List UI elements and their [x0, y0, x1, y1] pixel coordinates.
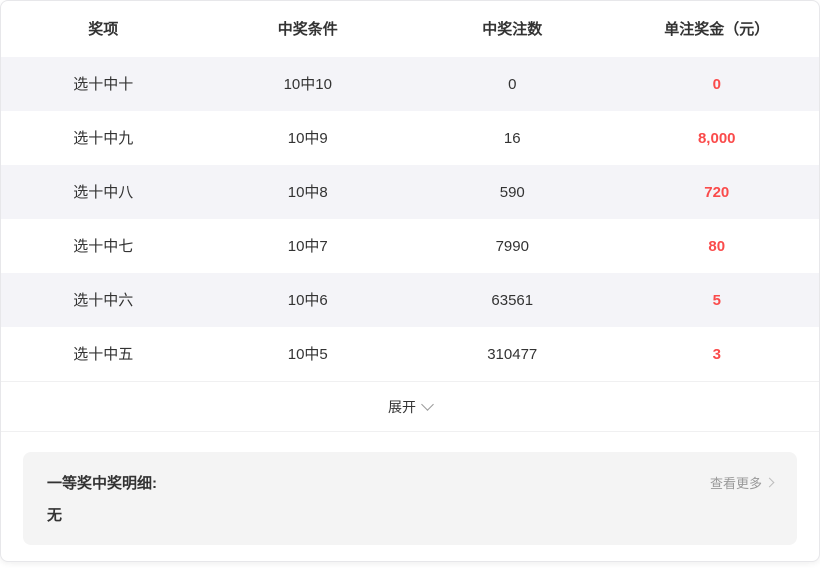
chevron-right-icon — [764, 477, 775, 488]
prize-name-cell: 选十中十 — [73, 75, 134, 93]
win-count-cell: 310477 — [487, 345, 538, 363]
prize-amount-cell: 8,000 — [697, 129, 736, 147]
prize-name-cell: 选十中九 — [73, 129, 134, 147]
view-more-link[interactable]: 查看更多 — [709, 473, 775, 492]
table-row: 选十中九 10中9 16 8,000 — [1, 111, 819, 165]
chevron-down-icon — [421, 397, 434, 411]
panel-value: 无 — [47, 507, 63, 524]
win-count-cell: 63561 — [491, 291, 534, 309]
prize-name-cell: 选十中八 — [73, 183, 134, 201]
win-condition-cell: 10中5 — [287, 345, 328, 363]
header-condition: 中奖条件 — [277, 20, 338, 38]
table-row: 选十中七 10中7 7990 80 — [1, 219, 819, 273]
win-condition-cell: 10中10 — [283, 75, 332, 93]
prize-name-cell: 选十中五 — [73, 345, 134, 363]
win-condition-cell: 10中7 — [287, 237, 328, 255]
table-row: 选十中五 10中5 310477 3 — [1, 327, 819, 381]
expand-button[interactable]: 展开 — [1, 381, 819, 432]
panel-title: 一等奖中奖明细: — [47, 475, 157, 492]
win-condition-cell: 10中9 — [287, 129, 328, 147]
table-row: 选十中六 10中6 63561 5 — [1, 273, 819, 327]
header-prize: 奖项 — [88, 20, 119, 38]
win-count-cell: 590 — [499, 183, 525, 201]
win-condition-cell: 10中6 — [287, 291, 328, 309]
prize-amount-cell: 3 — [712, 345, 721, 363]
first-prize-detail-panel: 一等奖中奖明细: 查看更多 无 — [23, 452, 797, 545]
details-section: 一等奖中奖明细: 查看更多 无 — [1, 432, 819, 545]
prize-amount-cell: 720 — [704, 183, 730, 201]
win-count-cell: 7990 — [495, 237, 529, 255]
prize-name-cell: 选十中七 — [73, 237, 134, 255]
prize-amount-cell: 5 — [712, 291, 721, 309]
expand-label: 展开 — [388, 398, 416, 415]
win-count-cell: 0 — [508, 75, 517, 93]
header-amount: 单注奖金（元） — [664, 20, 770, 38]
table-row: 选十中十 10中10 0 0 — [1, 57, 819, 111]
header-count: 中奖注数 — [482, 20, 543, 38]
table-row: 选十中八 10中8 590 720 — [1, 165, 819, 219]
prize-amount-cell: 80 — [708, 237, 726, 255]
view-more-label: 查看更多 — [709, 476, 762, 491]
table-header-row: 奖项 中奖条件 中奖注数 单注奖金（元） — [1, 1, 819, 57]
win-condition-cell: 10中8 — [287, 183, 328, 201]
prize-amount-cell: 0 — [712, 75, 721, 93]
win-count-cell: 16 — [503, 129, 521, 147]
prize-name-cell: 选十中六 — [73, 291, 134, 309]
